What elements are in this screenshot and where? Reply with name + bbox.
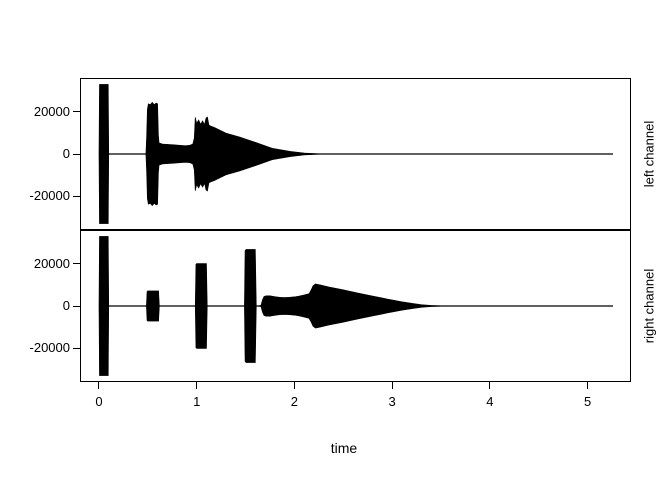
y-tick-mark bbox=[73, 347, 80, 349]
y-tick-label: -20000 bbox=[29, 340, 70, 356]
y-tick-label: 20000 bbox=[33, 103, 70, 119]
y-tick-mark bbox=[73, 153, 80, 155]
x-tick-mark bbox=[293, 382, 295, 389]
y-tick-mark bbox=[73, 111, 80, 112]
x-tick-mark bbox=[587, 382, 589, 389]
right-channel-panel bbox=[80, 230, 631, 382]
x-axis-title: time bbox=[330, 440, 358, 456]
x-tick-label: 2 bbox=[290, 394, 299, 409]
x-tick-mark bbox=[196, 382, 198, 389]
y-tick-label: 20000 bbox=[33, 255, 70, 271]
y-tick-label: 0 bbox=[62, 298, 70, 313]
x-tick-label: 3 bbox=[388, 394, 396, 409]
x-tick-label: 1 bbox=[193, 394, 201, 409]
x-tick-mark bbox=[98, 382, 100, 389]
y-tick-mark bbox=[73, 305, 80, 307]
x-tick-label: 4 bbox=[486, 394, 494, 409]
waveform-envelope bbox=[98, 84, 613, 224]
x-tick-label: 5 bbox=[583, 394, 592, 409]
left-channel-axis-label: left channel bbox=[641, 120, 657, 188]
x-tick-mark bbox=[391, 382, 393, 389]
y-tick-label: -20000 bbox=[29, 188, 70, 204]
y-tick-mark bbox=[73, 195, 80, 197]
x-tick-mark bbox=[489, 382, 491, 389]
x-tick-label: 0 bbox=[95, 394, 103, 409]
y-tick-label: 0 bbox=[62, 146, 70, 161]
right-channel-waveform bbox=[98, 236, 613, 376]
y-tick-mark bbox=[73, 263, 80, 264]
waveform-envelope bbox=[98, 236, 613, 376]
right-channel-axis-label: right channel bbox=[641, 268, 657, 344]
left-channel-waveform bbox=[98, 84, 613, 224]
left-channel-panel bbox=[80, 78, 631, 230]
